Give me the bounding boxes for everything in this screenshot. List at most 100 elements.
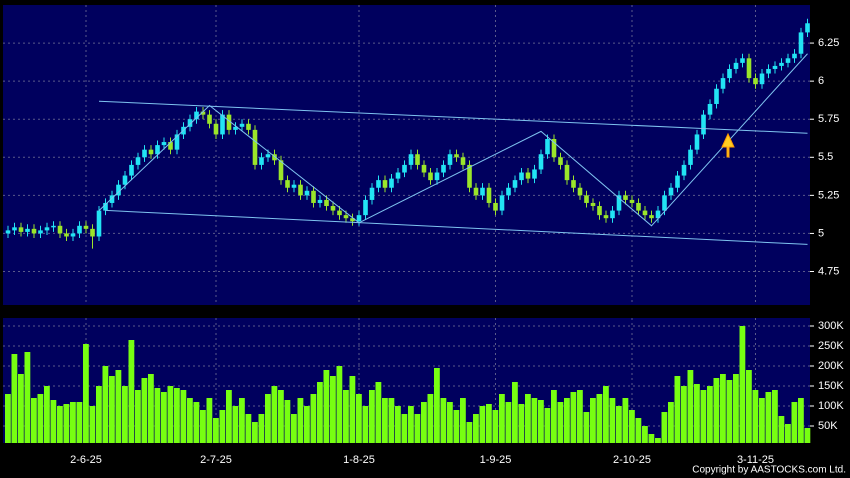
volume-bar xyxy=(336,366,343,443)
candle-body xyxy=(493,202,498,211)
volume-bar xyxy=(590,398,596,443)
volume-bar xyxy=(291,414,297,443)
candle-body xyxy=(311,190,316,203)
volume-bar xyxy=(622,398,629,443)
candle-body xyxy=(538,154,544,170)
candle-body xyxy=(213,123,219,135)
volume-bar xyxy=(278,390,284,443)
volume-bar xyxy=(362,406,369,443)
volume-bar xyxy=(629,410,635,443)
candle-body xyxy=(551,139,557,158)
candle-body xyxy=(239,123,245,127)
volume-bar xyxy=(265,394,271,443)
candle-body xyxy=(96,210,102,237)
volume-bar xyxy=(687,370,694,443)
candle-body xyxy=(103,202,108,211)
volume-bar xyxy=(317,382,323,443)
candle-body xyxy=(428,172,433,181)
trendline xyxy=(98,53,808,227)
volume-bar xyxy=(596,394,603,443)
volume-bar xyxy=(37,394,44,443)
volume-bar xyxy=(486,404,492,443)
volume-bar xyxy=(343,390,349,443)
candle-body xyxy=(337,210,342,216)
volume-bar xyxy=(648,434,655,443)
volume-bar xyxy=(70,402,76,443)
volume-bar xyxy=(570,392,577,443)
volume-bar xyxy=(323,370,330,443)
volume-bar xyxy=(492,410,499,443)
volume-bar xyxy=(219,410,226,443)
candle-body xyxy=(805,23,810,33)
candle-body xyxy=(44,227,50,231)
y-tick-label: 300K xyxy=(818,320,844,332)
volume-bar xyxy=(661,412,668,443)
candle-body xyxy=(603,215,609,219)
y-tick-label: 50K xyxy=(818,420,838,432)
volume-bar xyxy=(447,402,453,443)
volume-bar xyxy=(395,406,401,443)
candle-body xyxy=(785,58,791,63)
volume-bar xyxy=(512,382,518,443)
volume-bar xyxy=(76,402,83,443)
y-tick-label: 100K xyxy=(818,400,844,412)
candle-body xyxy=(772,65,778,69)
y-tick-label: 5.75 xyxy=(818,113,839,125)
volume-bar xyxy=(635,418,642,443)
trendline xyxy=(98,100,808,134)
volume-bar xyxy=(5,394,11,443)
y-tick-label: 5 xyxy=(818,227,824,239)
volume-bar xyxy=(499,394,505,443)
volume-bar xyxy=(11,354,18,443)
candle-body xyxy=(512,180,518,188)
volume-bar xyxy=(109,376,115,443)
volume-bar xyxy=(252,422,258,443)
volume-bar xyxy=(245,414,252,443)
volume-bar xyxy=(603,386,609,443)
volume-bar xyxy=(583,412,590,443)
candle-body xyxy=(402,164,407,173)
volume-bar xyxy=(148,374,154,443)
candle-body xyxy=(584,195,589,203)
y-tick-label: 6.25 xyxy=(818,37,839,49)
candle-body xyxy=(681,164,687,176)
volume-bar xyxy=(401,414,408,443)
candle-body xyxy=(187,119,193,127)
candle-body xyxy=(408,154,414,165)
candle-body xyxy=(727,68,732,79)
volume-bar xyxy=(804,428,811,443)
volume-bar xyxy=(785,424,791,443)
candle-body xyxy=(668,187,674,196)
volume-bar xyxy=(193,402,200,443)
volume-bar xyxy=(681,386,687,443)
volume-bar xyxy=(739,326,746,443)
volume-bar xyxy=(239,398,245,443)
volume-bar xyxy=(50,400,57,443)
candle-body xyxy=(798,32,804,54)
candle-body xyxy=(304,190,310,196)
volume-bar xyxy=(206,398,213,443)
volume-bar xyxy=(713,378,720,443)
volume-bar xyxy=(720,374,726,443)
y-tick-label: 4.75 xyxy=(818,265,839,277)
volume-bar xyxy=(544,408,551,443)
candle-body xyxy=(135,157,141,165)
volume-bar xyxy=(122,386,128,443)
volume-bar xyxy=(668,402,674,443)
volume-bar xyxy=(141,378,148,443)
candle-body xyxy=(675,175,680,188)
volume-bar xyxy=(577,390,583,443)
candle-body xyxy=(486,187,492,203)
candle-body xyxy=(467,164,472,188)
candle-body xyxy=(571,180,576,188)
candle-body xyxy=(317,199,323,203)
volume-bar xyxy=(453,410,460,443)
volume-bar xyxy=(759,398,765,443)
volume-bar xyxy=(460,398,466,443)
candle-body xyxy=(168,142,173,150)
candle-body xyxy=(83,225,89,229)
candle-body xyxy=(714,88,719,104)
volume-bar xyxy=(772,390,778,443)
candle-body xyxy=(51,225,56,228)
